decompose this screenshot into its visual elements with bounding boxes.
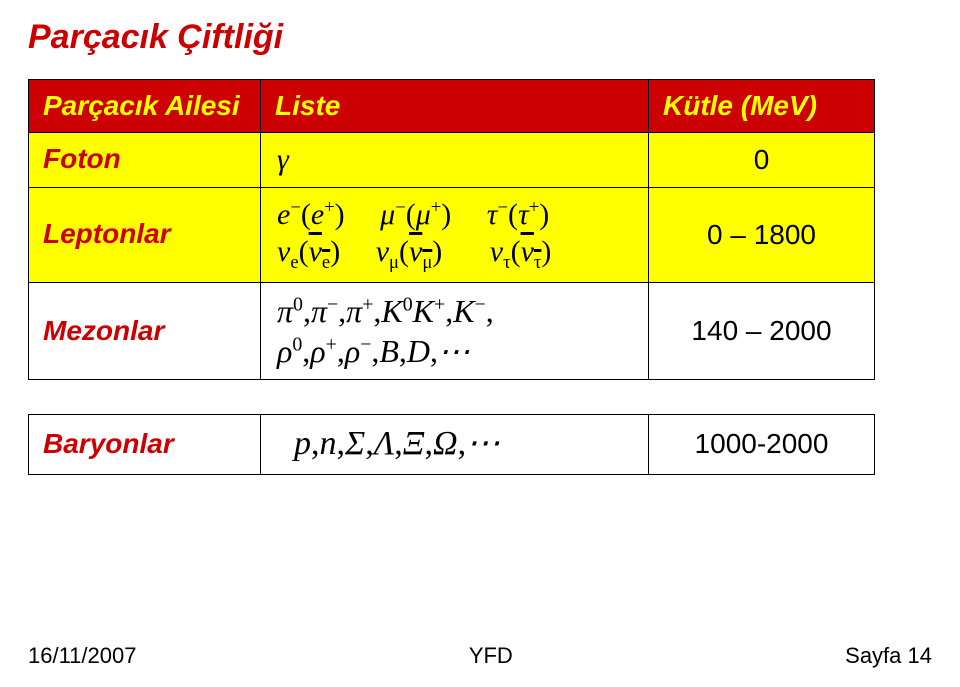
mass-lepton: 0 – 1800 <box>649 187 875 283</box>
formula-mezon: π0,π−,π+,K0K+,K−, ρ0,ρ+,ρ−,B,D,⋯ <box>261 283 649 380</box>
slide: Parçacık Çiftliği Parçacık Ailesi Liste … <box>0 0 960 687</box>
footer-center: YFD <box>469 643 513 669</box>
mass-foton: 0 <box>649 133 875 188</box>
row-lepton: Leptonlar e−(e+) μ−(μ+) τ−(τ+) νe(νe) νμ… <box>29 187 875 283</box>
mass-mezon: 140 – 2000 <box>649 283 875 380</box>
particle-table-baryon: Baryonlar p,n,Σ,Λ,Ξ,Ω,⋯ 1000-2000 <box>28 414 875 475</box>
formula-lepton: e−(e+) μ−(μ+) τ−(τ+) νe(νe) νμ(νμ) ντ(ντ… <box>261 187 649 283</box>
label-lepton: Leptonlar <box>29 187 261 283</box>
row-baryon: Baryonlar p,n,Σ,Λ,Ξ,Ω,⋯ 1000-2000 <box>29 415 875 475</box>
row-mezon: Mezonlar π0,π−,π+,K0K+,K−, ρ0,ρ+,ρ−,B,D,… <box>29 283 875 380</box>
hdr-family: Parçacık Ailesi <box>29 80 261 133</box>
row-foton: Foton γ 0 <box>29 133 875 188</box>
gamma-symbol: γ <box>277 143 289 176</box>
formula-baryon: p,n,Σ,Λ,Ξ,Ω,⋯ <box>261 415 649 475</box>
mezon-line2: ρ0,ρ+,ρ−,B,D,⋯ <box>277 331 632 371</box>
label-foton: Foton <box>29 133 261 188</box>
mass-baryon: 1000-2000 <box>649 415 875 475</box>
table-gap <box>28 380 932 414</box>
hdr-mass: Kütle (MeV) <box>649 80 875 133</box>
footer: 16/11/2007 YFD Sayfa 14 <box>28 643 932 669</box>
footer-date: 16/11/2007 <box>28 643 136 669</box>
formula-foton: γ <box>261 133 649 188</box>
baryon-line: p,n,Σ,Λ,Ξ,Ω,⋯ <box>277 423 632 466</box>
table-header-row: Parçacık Ailesi Liste Kütle (MeV) <box>29 80 875 133</box>
lepton-line2: νe(νe) νμ(νμ) ντ(ντ) <box>277 233 632 274</box>
hdr-list: Liste <box>261 80 649 133</box>
label-mezon: Mezonlar <box>29 283 261 380</box>
footer-page: Sayfa 14 <box>845 643 932 669</box>
lepton-line1: e−(e+) μ−(μ+) τ−(τ+) <box>277 196 632 234</box>
mezon-line1: π0,π−,π+,K0K+,K−, <box>277 291 632 331</box>
particle-table: Parçacık Ailesi Liste Kütle (MeV) Foton … <box>28 79 875 380</box>
label-baryon: Baryonlar <box>29 415 261 475</box>
slide-title: Parçacık Çiftliği <box>28 18 932 57</box>
